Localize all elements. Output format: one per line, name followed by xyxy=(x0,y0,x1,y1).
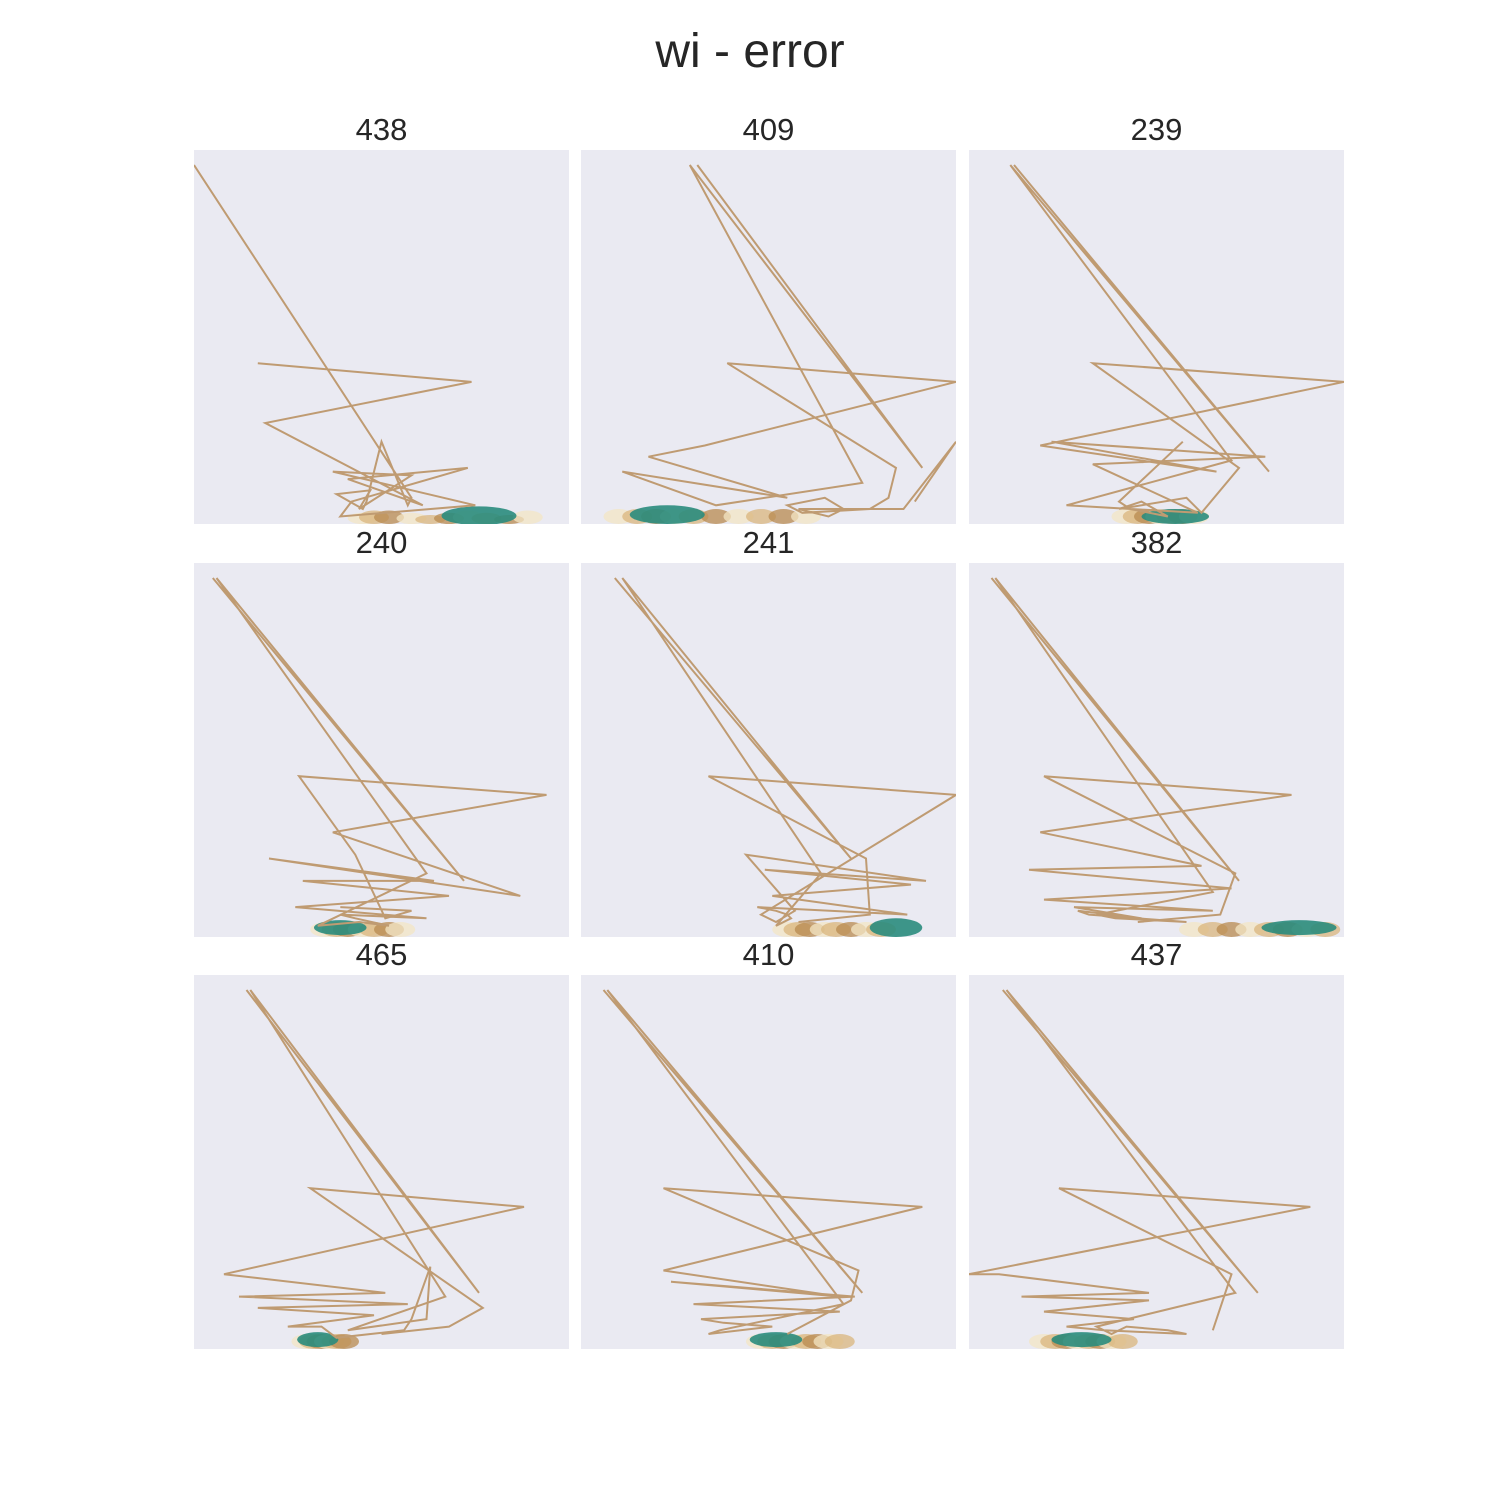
facet-panel-409: 409 xyxy=(581,112,956,524)
fan-mark xyxy=(385,922,416,937)
panel-title: 438 xyxy=(356,112,408,147)
panel-background xyxy=(969,975,1344,1349)
facet-panel-239: 239 xyxy=(969,112,1344,524)
fan-mark xyxy=(768,509,799,524)
series-line xyxy=(194,164,476,518)
teal-mark xyxy=(441,506,517,524)
panel-background xyxy=(194,975,569,1349)
fan-mark xyxy=(746,509,776,524)
facet-panel-410: 410 xyxy=(581,937,956,1349)
series-line xyxy=(223,989,525,1339)
fan-mark xyxy=(512,510,543,524)
panel-title: 410 xyxy=(743,937,795,972)
series-line xyxy=(1009,164,1344,518)
teal-mark xyxy=(869,918,923,937)
series-line xyxy=(621,164,956,518)
teal-mark xyxy=(1261,920,1337,936)
panel-title: 409 xyxy=(743,112,795,147)
teal-mark xyxy=(297,1332,339,1348)
series-line xyxy=(990,577,1292,923)
figure-title: wi - error xyxy=(655,25,845,78)
panel-title: 382 xyxy=(1131,525,1183,560)
teal-mark xyxy=(749,1332,803,1348)
series-line xyxy=(969,989,1311,1336)
panel-title: 437 xyxy=(1131,937,1183,972)
series-line xyxy=(602,989,923,1335)
facet-panel-240: 240 xyxy=(194,525,569,937)
panel-title: 465 xyxy=(356,937,408,972)
panel-background xyxy=(969,563,1344,937)
panel-background xyxy=(194,150,569,524)
panel-title: 241 xyxy=(743,525,795,560)
fan-mark xyxy=(723,509,754,524)
series-line xyxy=(212,577,547,927)
series-line xyxy=(614,577,956,927)
fan-mark xyxy=(1107,1334,1138,1349)
fan-mark xyxy=(701,509,731,524)
facet-panel-382: 382 xyxy=(969,525,1344,937)
teal-mark xyxy=(629,505,705,524)
facet-panel-465: 465 xyxy=(194,937,569,1349)
panel-background xyxy=(581,150,956,524)
fan-mark xyxy=(824,1334,855,1349)
teal-mark xyxy=(314,920,367,936)
panel-background xyxy=(581,563,956,937)
panel-title: 239 xyxy=(1131,112,1183,147)
facet-panel-241: 241 xyxy=(581,525,956,937)
facet-panel-437: 437 xyxy=(969,937,1344,1349)
panel-title: 240 xyxy=(356,525,408,560)
teal-mark xyxy=(1051,1332,1112,1348)
facet-panel-438: 438 xyxy=(194,112,569,524)
